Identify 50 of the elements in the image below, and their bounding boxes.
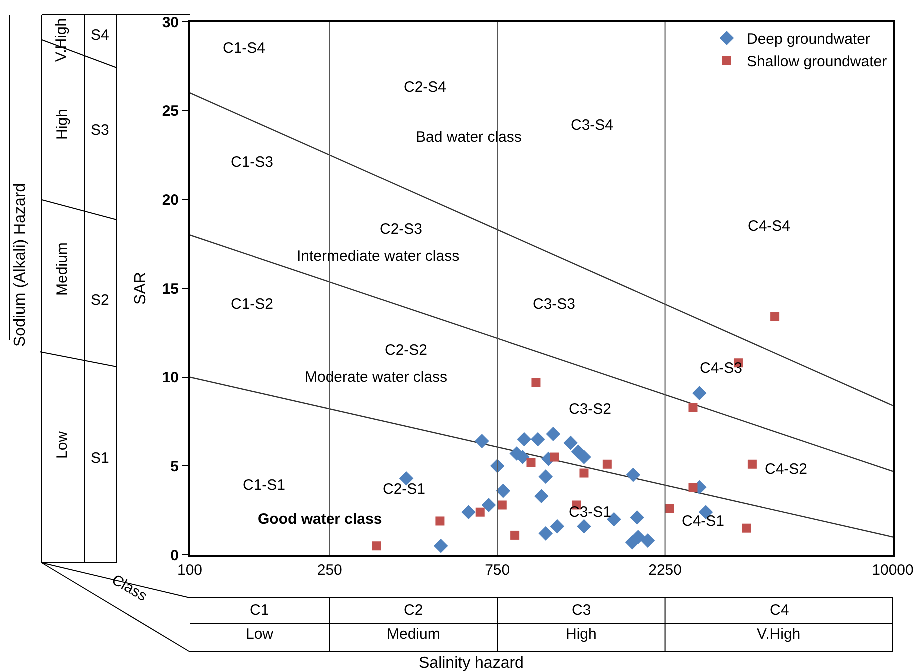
annotation: C1-S2: [231, 296, 274, 313]
x-tick-label: 750: [485, 562, 510, 579]
annotation: C2-S1: [383, 481, 426, 498]
y-tick-label: 25: [162, 103, 179, 120]
text: V.High: [757, 626, 801, 643]
x-axis-title: Salinity hazard: [419, 655, 524, 672]
legend-label: Deep groundwater: [747, 31, 870, 48]
x-tick-label: 100: [177, 562, 203, 579]
text: Medium: [54, 242, 71, 296]
y-tick-label: 10: [162, 370, 179, 387]
annotation: C1-S4: [223, 40, 266, 57]
x-tick-label: 2250: [648, 562, 682, 579]
text: C2: [404, 602, 424, 619]
text: S1: [91, 450, 110, 467]
x-tick-label: 250: [317, 562, 342, 579]
annotation: C3-S4: [571, 117, 614, 134]
legend-label: Shallow groundwater: [747, 54, 888, 71]
text: Low: [246, 626, 274, 643]
annotation: C1-S1: [243, 477, 286, 494]
annotation: C4-S3: [700, 360, 743, 377]
text: High: [54, 109, 71, 140]
annotation: C3-S3: [533, 296, 576, 313]
annotation: C4-S2: [765, 461, 808, 478]
annotation: C4-S1: [682, 513, 725, 530]
y-tick-label: 30: [162, 14, 179, 32]
text: V.High: [53, 18, 70, 62]
y-axis-title: SAR: [132, 272, 150, 305]
text: High: [566, 626, 597, 643]
y-tick-label: 0: [170, 547, 179, 564]
y-tick-label: 5: [170, 458, 179, 476]
text: S2: [91, 292, 110, 309]
y-tick-label: 20: [162, 192, 179, 209]
text: Low: [54, 431, 71, 459]
text: Sodium (Alkali) Hazard: [12, 183, 29, 347]
annotation: C4-S4: [748, 218, 791, 235]
y-tick-label: 15: [162, 280, 179, 298]
text: Class: [109, 572, 150, 606]
text: C1: [250, 602, 270, 619]
annotation: C2-S2: [385, 342, 428, 359]
annotation: C1-S3: [231, 154, 274, 171]
text: C3: [572, 602, 592, 619]
annotation: C3-S2: [569, 401, 612, 418]
text: S4: [91, 27, 110, 44]
annotation: C2-S3: [380, 221, 423, 238]
annotation: C3-S1: [569, 504, 612, 521]
text: Medium: [387, 626, 440, 643]
text: S3: [91, 122, 110, 139]
annotation: C2-S4: [404, 79, 447, 96]
x-tick-label: 10000: [872, 562, 914, 579]
text: C4: [770, 602, 790, 619]
